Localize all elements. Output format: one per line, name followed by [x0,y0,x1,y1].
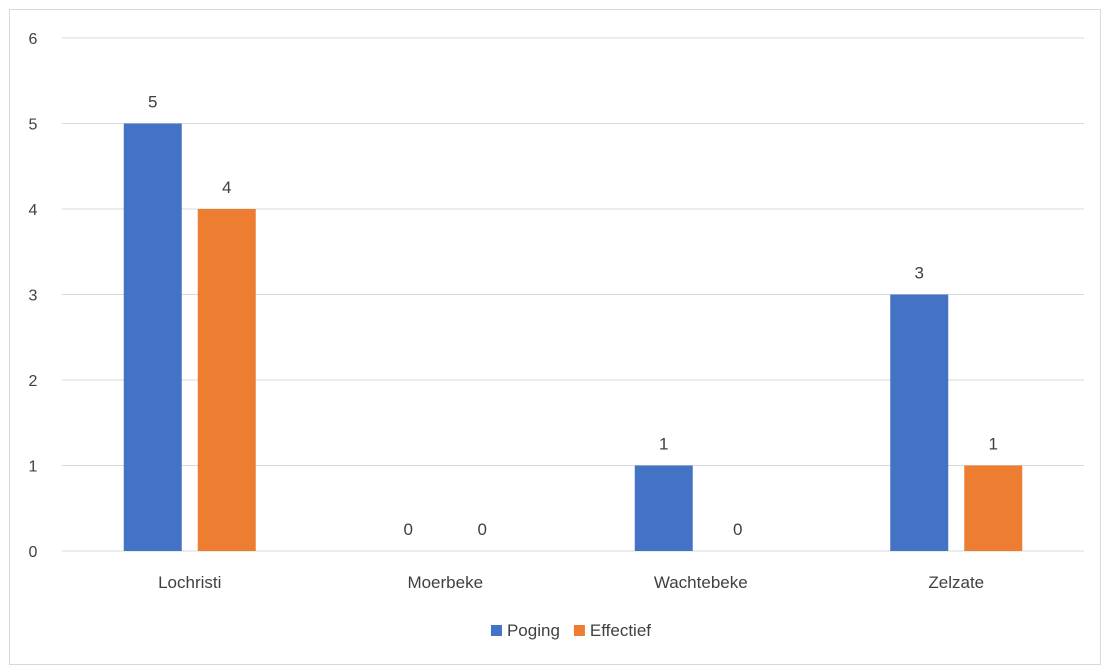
bar-poging-wachtebeke [634,465,693,551]
data-label-effectief-wachtebeke: 0 [733,520,742,539]
category-label-wachtebeke: Wachtebeke [654,573,748,592]
y-axis-tick-labels: 0 1 2 3 4 5 6 [29,31,38,561]
data-label-poging-moerbeke: 0 [404,520,413,539]
data-labels: 5 4 0 0 1 0 3 1 [148,93,998,540]
y-tick-label-0: 0 [29,544,38,561]
legend-item-poging: Poging [490,621,560,640]
legend-label-poging: Poging [507,621,560,640]
y-tick-label-3: 3 [29,288,38,305]
legend-swatch-poging [490,625,502,636]
bar-poging-lochristi [123,123,182,551]
x-axis-category-labels: Lochristi Moerbeke Wachtebeke Zelzate [158,573,984,592]
data-label-poging-zelzate: 3 [915,264,924,283]
data-label-effectief-moerbeke: 0 [478,520,487,539]
legend: Poging Effectief [490,621,651,640]
legend-swatch-effectief [573,625,585,636]
data-label-poging-wachtebeke: 1 [659,435,668,454]
data-label-effectief-zelzate: 1 [989,435,998,454]
legend-label-effectief: Effectief [590,621,651,640]
bar-effectief-zelzate [964,465,1023,551]
bar-effectief-lochristi [197,209,256,551]
category-label-lochristi: Lochristi [158,573,221,592]
bars [123,123,1023,551]
bar-poging-zelzate [890,294,949,551]
y-tick-label-5: 5 [29,117,38,134]
category-label-zelzate: Zelzate [928,573,984,592]
y-tick-label-1: 1 [29,459,38,476]
legend-item-effectief: Effectief [573,621,651,640]
data-label-effectief-lochristi: 4 [222,178,231,197]
data-label-poging-lochristi: 5 [148,93,157,112]
y-tick-label-2: 2 [29,373,38,390]
y-tick-label-4: 4 [29,202,38,219]
y-tick-label-6: 6 [29,31,38,48]
category-label-moerbeke: Moerbeke [407,573,483,592]
